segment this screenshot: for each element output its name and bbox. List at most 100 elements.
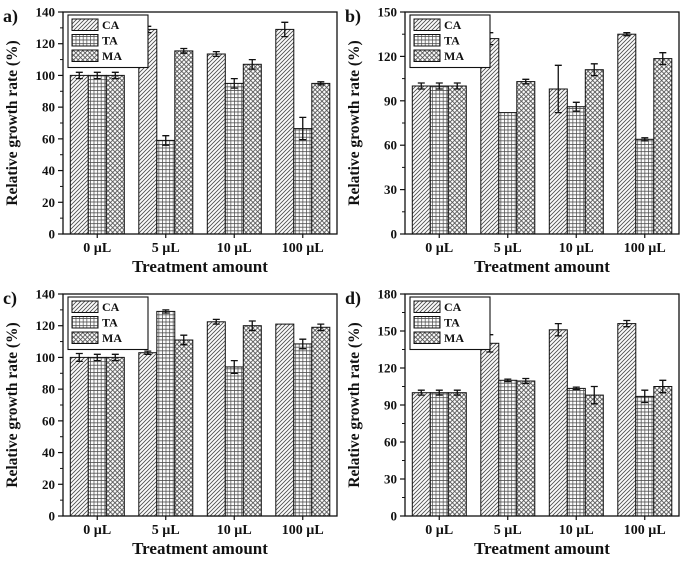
error-bar (453, 82, 461, 90)
y-axis-title: Relative growth rate (%) (4, 40, 21, 205)
legend-label-ca: CA (102, 300, 120, 314)
error-bar (75, 352, 83, 363)
error-bar (93, 353, 101, 362)
legend-label-ta: TA (102, 316, 118, 330)
error-bar (299, 338, 307, 350)
y-tick-label: 120 (36, 318, 56, 333)
error-bar (522, 377, 530, 385)
error-bar (641, 389, 649, 404)
y-tick-label: 120 (378, 361, 398, 376)
bar-ca-1 (138, 352, 158, 517)
y-tick-label: 0 (391, 227, 398, 242)
bar-ca-3 (275, 28, 295, 235)
bar-ma-3 (311, 82, 331, 235)
error-bar (572, 386, 580, 391)
bar-ca-2 (206, 321, 226, 517)
y-axis: 0 30 60 90 120 150 (378, 5, 405, 242)
bar-chart: 0 30 60 90 120 150 0 µL 5 µL 10 µL 100 µL Treatmen… (345, 5, 680, 276)
error-bar (590, 63, 598, 77)
y-tick-label: 30 (384, 472, 397, 487)
error-bar (230, 359, 238, 374)
bar-ca-3 (617, 33, 637, 235)
error-bar (111, 71, 119, 80)
legend-label-ca: CA (444, 18, 462, 32)
y-tick-label: 80 (42, 100, 55, 115)
x-axis-title: Treatment amount (474, 257, 610, 276)
legend-swatch-ca (71, 300, 99, 313)
y-tick-label: 40 (42, 445, 55, 460)
x-tick-label: 5 µL (494, 241, 522, 256)
legend-label-ta: TA (444, 316, 460, 330)
bar-ma-2 (584, 394, 604, 517)
bar-ta-1 (156, 139, 176, 235)
bar-chart: 0 30 60 90 120 150 180 0 µL 5 µL 10 µL 100 µL Treat… (345, 287, 680, 558)
bar-ca-1 (480, 342, 500, 517)
error-bar (317, 323, 325, 332)
y-tick-label: 0 (391, 509, 398, 524)
error-bar (659, 52, 667, 66)
y-tick-label: 20 (42, 477, 55, 492)
legend-swatch-ma (413, 49, 441, 62)
bar-ta-1 (156, 310, 176, 517)
x-tick-label: 10 µL (217, 241, 252, 256)
error-bar (659, 379, 667, 394)
error-bar (212, 318, 220, 325)
panel-d: 0 30 60 90 120 150 180 0 µL 5 µL 10 µL 100 µL Treat… (342, 282, 685, 564)
legend-swatch-ma (413, 331, 441, 344)
error-bar (180, 47, 188, 54)
x-tick-label: 10 µL (217, 523, 252, 538)
x-tick-label: 0 µL (83, 523, 111, 538)
x-tick-label: 5 µL (494, 523, 522, 538)
panel-c: 0 20 40 60 80 100 120 140 0 µL 5 µL 10 µL 100 µL Tre… (0, 282, 342, 564)
bar-ca-3 (617, 323, 637, 517)
x-axis-title: Treatment amount (132, 539, 268, 558)
y-tick-label: 150 (378, 5, 398, 20)
y-tick-label: 150 (378, 324, 398, 339)
y-axis: 0 20 40 60 80 100 120 140 (36, 5, 63, 242)
bar-ma-1 (174, 50, 194, 235)
bar-ta-1 (498, 112, 518, 235)
y-tick-label: 60 (42, 413, 55, 428)
legend-swatch-ca (71, 18, 99, 31)
error-bar (230, 77, 238, 89)
panel-label: d) (345, 288, 361, 309)
x-tick-label: 5 µL (152, 523, 180, 538)
legend-swatch-ta (413, 316, 441, 329)
y-tick-label: 0 (49, 227, 56, 242)
y-tick-label: 180 (378, 287, 398, 302)
error-bar (522, 78, 530, 85)
bar-ta-0 (87, 74, 107, 235)
bar-ta-3 (293, 343, 313, 517)
x-axis: 0 µL 5 µL 10 µL 100 µL (425, 516, 666, 538)
y-axis-title: Relative growth rate (%) (346, 40, 363, 205)
x-tick-label: 0 µL (425, 523, 453, 538)
panel-label: c) (3, 288, 17, 309)
error-bar (623, 319, 631, 328)
x-tick-label: 100 µL (282, 241, 324, 256)
bar-ma-2 (242, 63, 262, 235)
legend-swatch-ca (413, 300, 441, 313)
y-tick-label: 60 (384, 435, 397, 450)
y-tick-label: 60 (42, 131, 55, 146)
bars-group (69, 309, 331, 517)
bar-ta-3 (293, 128, 313, 235)
legend-swatch-ma (71, 49, 99, 62)
panel-a: 0 20 40 60 80 100 120 140 0 µL 5 µL 10 µL 100 µL Tre… (0, 0, 342, 282)
bar-ca-0 (69, 74, 89, 235)
bar-ma-3 (653, 386, 673, 517)
error-bar (453, 389, 461, 396)
bar-ta-2 (224, 366, 244, 517)
y-tick-label: 140 (36, 5, 56, 20)
error-bar (623, 32, 631, 37)
bar-ta-1 (498, 379, 518, 517)
error-bar (144, 350, 152, 355)
error-bar (554, 322, 562, 337)
error-bar (317, 81, 325, 86)
legend-label-ma: MA (102, 49, 122, 63)
error-bar (572, 101, 580, 112)
error-bar (248, 320, 256, 332)
y-axis: 0 30 60 90 120 150 180 (378, 287, 405, 524)
